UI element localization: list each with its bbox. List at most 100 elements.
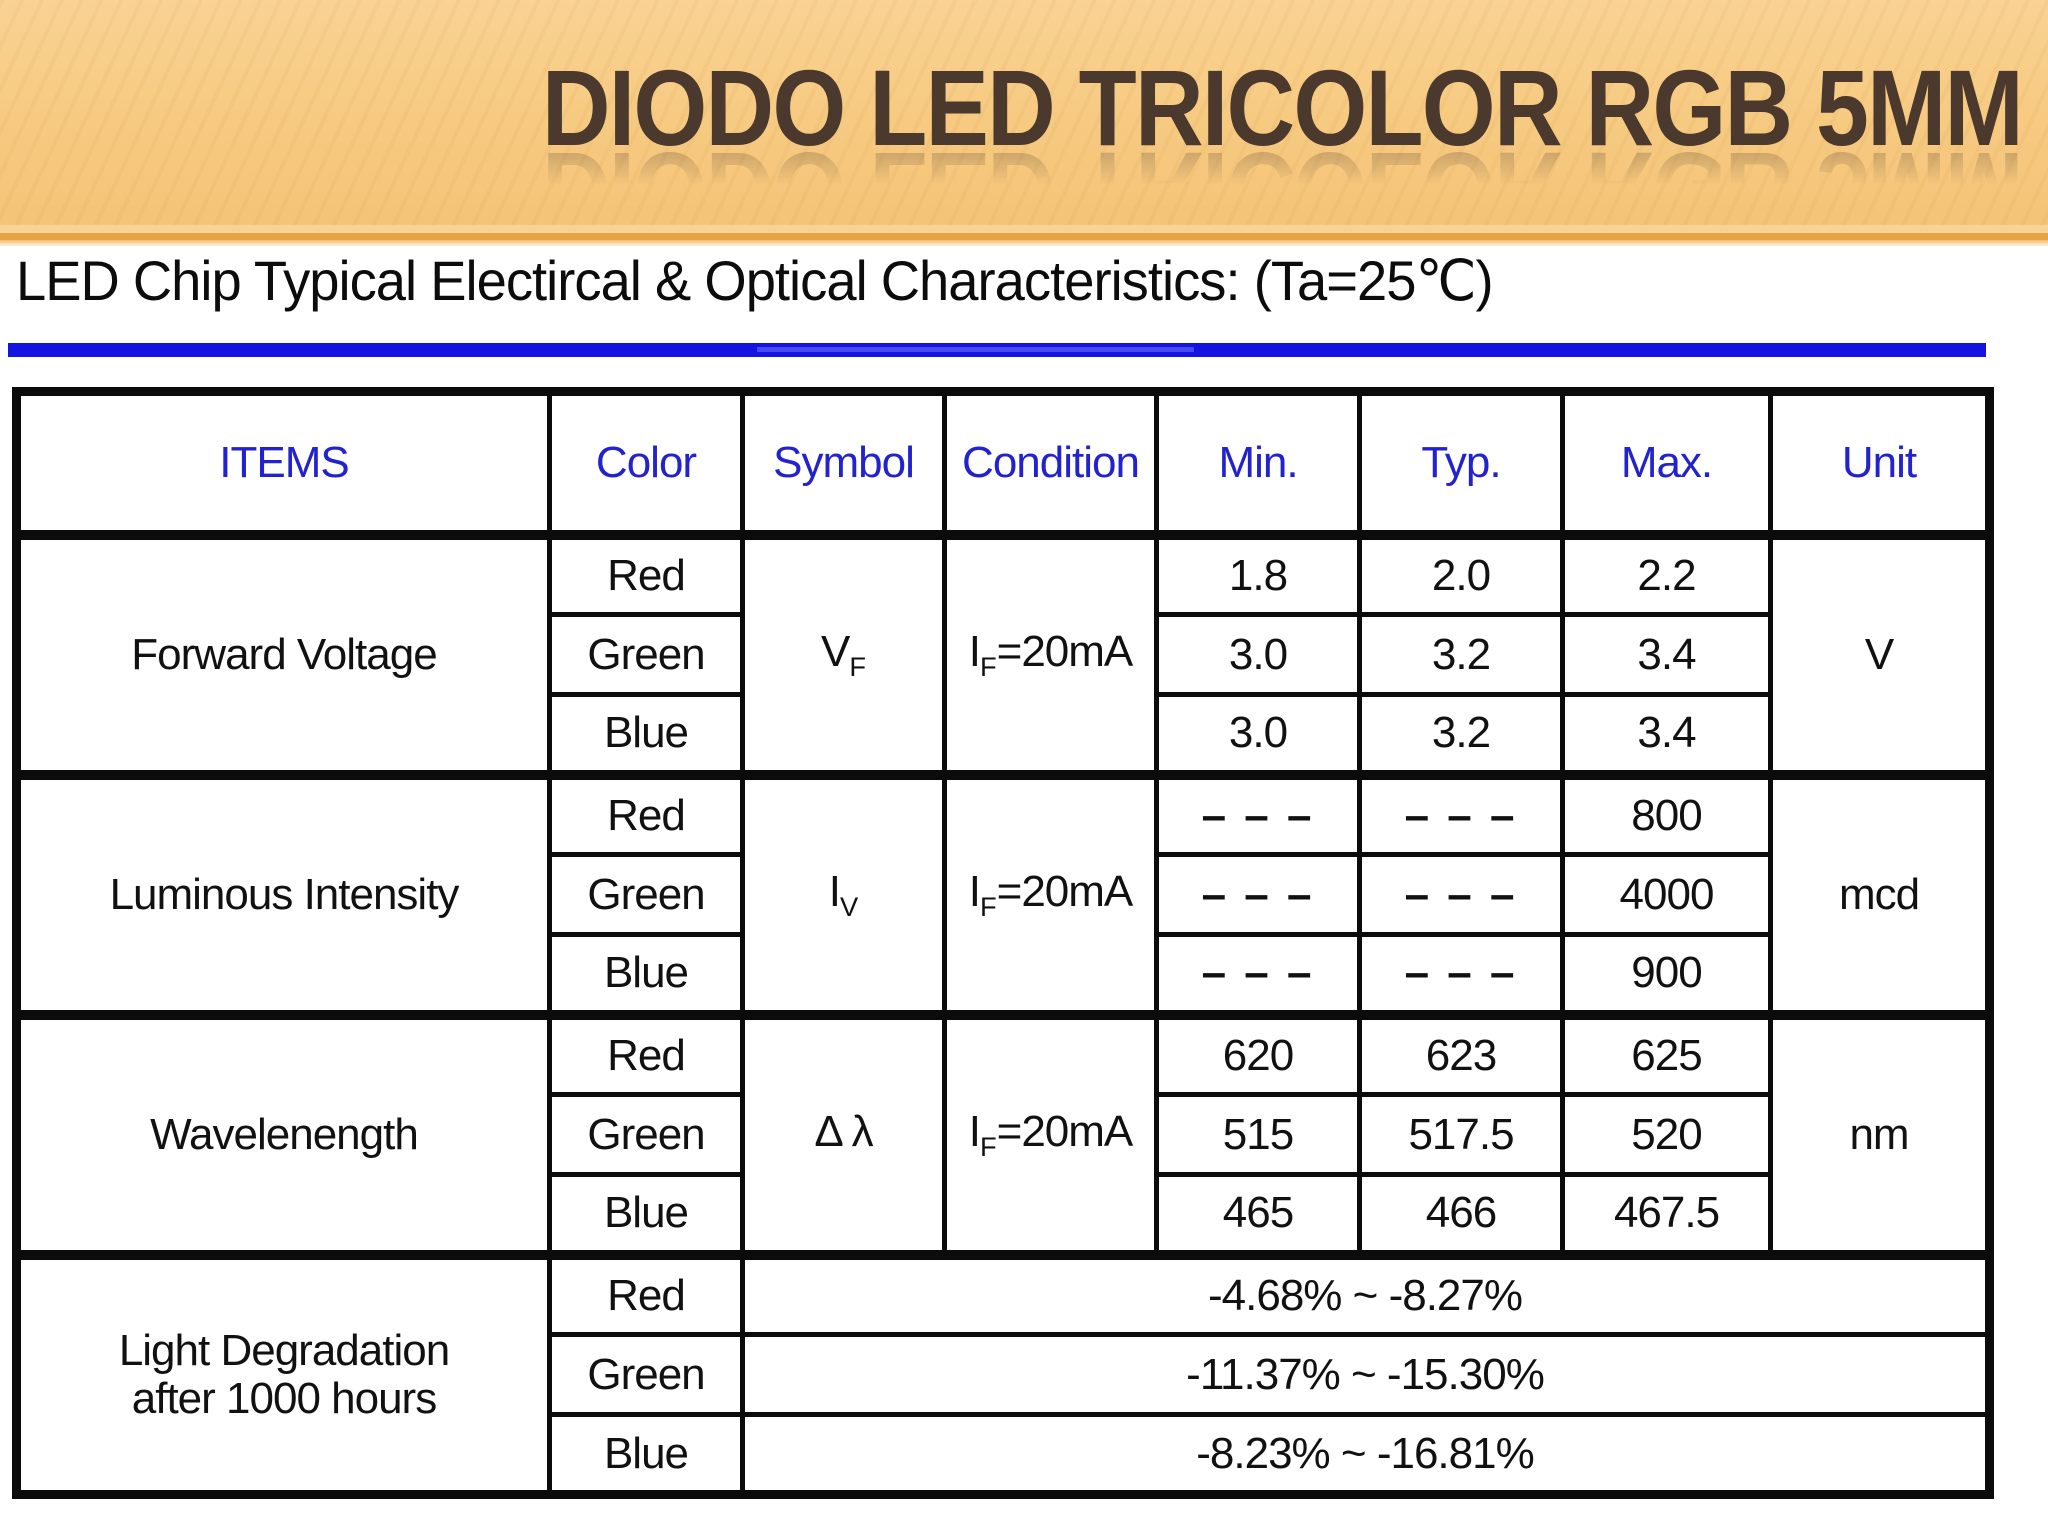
typ-cell: – – – bbox=[1357, 932, 1565, 1017]
table-row: Luminous Intensity Red IV IF=20mA – – – … bbox=[14, 769, 1992, 1017]
color-cell: Red bbox=[547, 1009, 745, 1097]
max-cell: 520 bbox=[1560, 1092, 1773, 1177]
table-row: Green 3.0 3.2 3.4 bbox=[17, 612, 1990, 697]
unit-cell: mcd bbox=[1768, 769, 1992, 1017]
typ-cell: 623 bbox=[1357, 1009, 1565, 1097]
min-cell: 3.0 bbox=[1154, 612, 1362, 697]
header-banner: DIODO LED TRICOLOR RGB 5MM bbox=[0, 0, 2048, 232]
typ-cell: 466 bbox=[1357, 1172, 1565, 1257]
max-cell: 800 bbox=[1560, 769, 1773, 857]
table-row: Light Degradation after 1000 hours Red -… bbox=[14, 1249, 1992, 1497]
table-row: Green -11.37% ~ -15.30% bbox=[17, 1332, 1992, 1417]
blue-divider-rule bbox=[8, 343, 1986, 357]
col-header-condition: Condition bbox=[942, 389, 1159, 540]
max-cell: 3.4 bbox=[1560, 692, 1773, 777]
section-heading: LED Chip Typical Electircal & Optical Ch… bbox=[16, 249, 1494, 312]
condition-sub: F bbox=[979, 1130, 997, 1162]
condition-sub: F bbox=[979, 890, 997, 922]
table-row: Blue – – – – – – 900 bbox=[17, 932, 1990, 1017]
typ-cell: 3.2 bbox=[1357, 612, 1565, 697]
item-cell-wavelength: Wavelenength bbox=[14, 1009, 552, 1257]
typ-cell: – – – bbox=[1357, 852, 1565, 937]
condition-rest: =20mA bbox=[996, 1106, 1134, 1156]
table-row: Forward Voltage Red VF IF=20mA 1.8 2.0 2… bbox=[14, 529, 1992, 777]
symbol-sub: F bbox=[849, 650, 866, 682]
table-row: Green 515 517.5 520 bbox=[17, 1092, 1990, 1177]
item-cell-light-degradation: Light Degradation after 1000 hours bbox=[14, 1249, 552, 1497]
symbol-cell: IV bbox=[740, 769, 947, 1017]
symbol-sub: V bbox=[840, 890, 859, 922]
condition-rest: =20mA bbox=[996, 866, 1134, 916]
color-cell: Blue bbox=[547, 692, 745, 777]
color-cell: Green bbox=[547, 1332, 745, 1417]
degradation-value-cell: -4.68% ~ -8.27% bbox=[740, 1249, 1992, 1337]
max-cell: 467.5 bbox=[1560, 1172, 1773, 1257]
color-cell: Green bbox=[547, 852, 745, 937]
table-header-row: ITEMS Color Symbol Condition Min. Typ. M… bbox=[14, 389, 1992, 540]
unit-cell: nm bbox=[1768, 1009, 1992, 1257]
page-title: DIODO LED TRICOLOR RGB 5MM bbox=[541, 47, 2024, 168]
dash-value: – – – bbox=[1404, 869, 1518, 919]
symbol-base: V bbox=[820, 626, 850, 676]
max-cell: 4000 bbox=[1560, 852, 1773, 937]
color-cell: Blue bbox=[547, 932, 745, 1017]
typ-cell: 517.5 bbox=[1357, 1092, 1565, 1177]
dash-value: – – – bbox=[1404, 948, 1518, 998]
min-cell: – – – bbox=[1154, 852, 1362, 937]
color-cell: Red bbox=[547, 769, 745, 857]
color-cell: Red bbox=[547, 1249, 745, 1337]
blue-divider-highlight bbox=[757, 347, 1194, 352]
color-cell: Red bbox=[547, 529, 745, 617]
max-cell: 625 bbox=[1560, 1009, 1773, 1097]
min-cell: 1.8 bbox=[1154, 529, 1362, 617]
min-cell: 620 bbox=[1154, 1009, 1362, 1097]
max-cell: 3.4 bbox=[1560, 612, 1773, 697]
condition-cell: IF=20mA bbox=[942, 769, 1159, 1017]
symbol-cell: VF bbox=[740, 529, 947, 777]
condition-base: I bbox=[968, 866, 981, 916]
col-header-symbol: Symbol bbox=[740, 389, 947, 540]
col-header-items: ITEMS bbox=[14, 389, 552, 540]
symbol-base: Δ λ bbox=[814, 1106, 873, 1156]
condition-base: I bbox=[968, 1106, 981, 1156]
header-divider-fade bbox=[0, 240, 2048, 246]
table-row: Green – – – – – – 4000 bbox=[17, 852, 1990, 937]
item-cell-luminous-intensity: Luminous Intensity bbox=[14, 769, 552, 1017]
color-cell: Blue bbox=[547, 1172, 745, 1257]
condition-cell: IF=20mA bbox=[942, 1009, 1159, 1257]
characteristics-table: ITEMS Color Symbol Condition Min. Typ. M… bbox=[12, 387, 1994, 1499]
col-header-max: Max. bbox=[1560, 389, 1773, 540]
symbol-cell: Δ λ bbox=[740, 1009, 947, 1257]
condition-sub: F bbox=[979, 650, 997, 682]
item-cell-forward-voltage: Forward Voltage bbox=[14, 529, 552, 777]
min-cell: 515 bbox=[1154, 1092, 1362, 1177]
table-row: Blue -8.23% ~ -16.81% bbox=[17, 1412, 1992, 1497]
color-cell: Blue bbox=[547, 1412, 745, 1497]
degradation-value-cell: -11.37% ~ -15.30% bbox=[740, 1332, 1992, 1417]
degradation-value-cell: -8.23% ~ -16.81% bbox=[740, 1412, 1992, 1497]
typ-cell: 3.2 bbox=[1357, 692, 1565, 777]
dash-value: – – – bbox=[1201, 869, 1315, 919]
max-cell: 2.2 bbox=[1560, 529, 1773, 617]
typ-cell: – – – bbox=[1357, 769, 1565, 857]
condition-base: I bbox=[968, 626, 981, 676]
max-cell: 900 bbox=[1560, 932, 1773, 1017]
min-cell: 465 bbox=[1154, 1172, 1362, 1257]
unit-cell: V bbox=[1768, 529, 1992, 777]
symbol-base: I bbox=[828, 866, 841, 916]
col-header-color: Color bbox=[547, 389, 745, 540]
min-cell: – – – bbox=[1154, 769, 1362, 857]
dash-value: – – – bbox=[1201, 790, 1315, 840]
header-divider-orange bbox=[0, 233, 2048, 240]
col-header-min: Min. bbox=[1154, 389, 1362, 540]
condition-rest: =20mA bbox=[996, 626, 1134, 676]
dash-value: – – – bbox=[1201, 948, 1315, 998]
table-row: Blue 465 466 467.5 bbox=[17, 1172, 1990, 1257]
min-cell: 3.0 bbox=[1154, 692, 1362, 777]
item-line: after 1000 hours bbox=[131, 1373, 437, 1423]
typ-cell: 2.0 bbox=[1357, 529, 1565, 617]
condition-cell: IF=20mA bbox=[942, 529, 1159, 777]
color-cell: Green bbox=[547, 612, 745, 697]
dash-value: – – – bbox=[1404, 790, 1518, 840]
